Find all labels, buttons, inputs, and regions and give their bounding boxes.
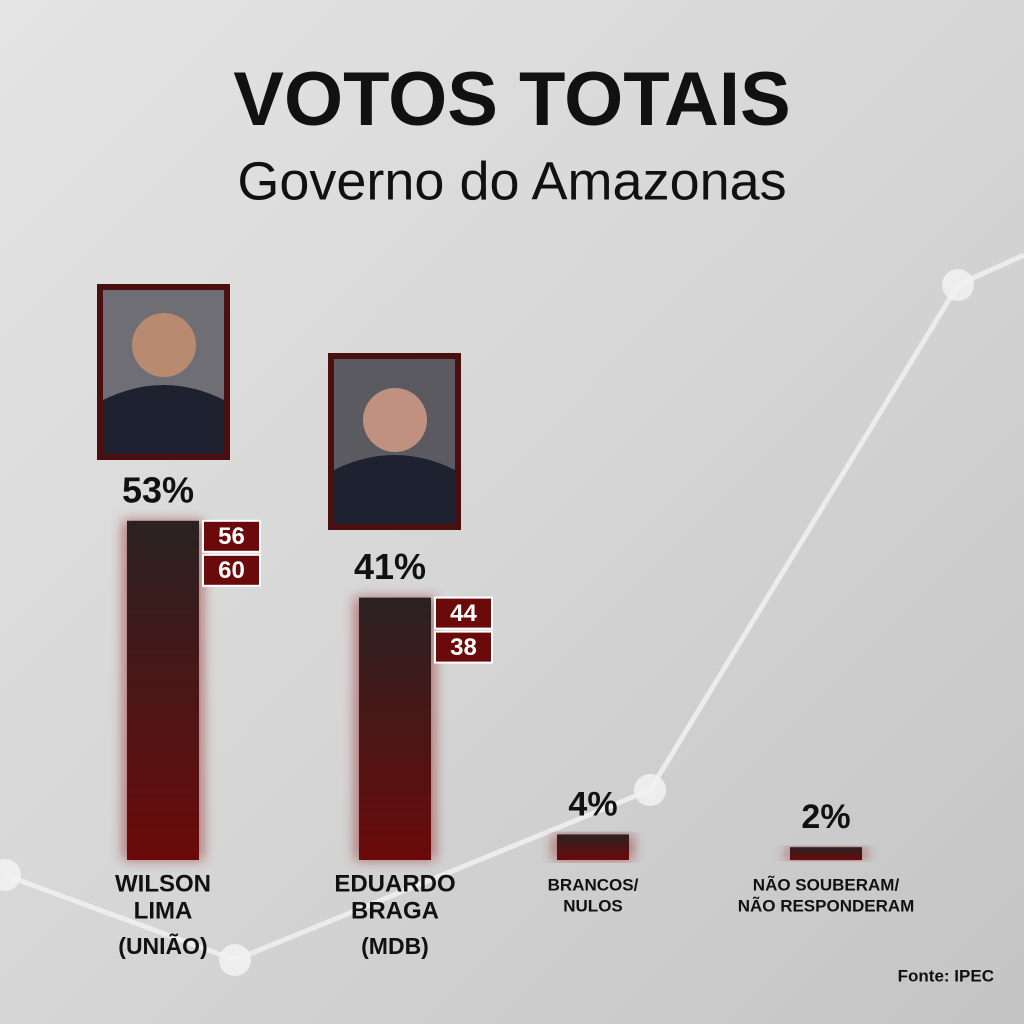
x-tick-label: LIMA <box>134 897 193 924</box>
value-label: 2% <box>801 798 850 836</box>
bar <box>127 520 199 860</box>
badge <box>434 630 493 664</box>
bar <box>557 834 629 860</box>
party-label: (UNIÃO) <box>118 932 207 959</box>
x-tick-label: WILSON <box>115 870 211 897</box>
badge <box>202 519 261 553</box>
value-label: 41% <box>354 546 426 587</box>
x-tick-label: NÃO SOUBERAM/ <box>753 874 900 894</box>
value-label: 4% <box>568 785 617 823</box>
x-tick-label: BRANCOS/ <box>548 875 639 894</box>
source: Fonte: IPEC <box>898 966 994 985</box>
badge-label: 38 <box>450 634 477 661</box>
badge-label: 60 <box>218 557 245 584</box>
x-tick-label: NULOS <box>563 896 623 915</box>
badge-label: 44 <box>450 600 477 627</box>
badge <box>202 553 261 587</box>
chart-title: VOTOS TOTAIS <box>233 57 790 142</box>
party-label: (MDB) <box>361 933 429 959</box>
bar <box>790 847 862 860</box>
value-label: 53% <box>122 469 194 510</box>
badge <box>434 596 493 630</box>
bar <box>359 597 431 860</box>
x-tick-label: NÃO RESPONDERAM <box>738 895 915 915</box>
photo <box>97 284 230 460</box>
badge-label: 56 <box>218 523 245 550</box>
x-tick-label: BRAGA <box>351 897 439 924</box>
decor-dots <box>0 269 974 976</box>
chart-subtitle: Governo do Amazonas <box>237 151 786 211</box>
x-tick-label: EDUARDO <box>334 870 455 897</box>
photo <box>328 353 461 530</box>
